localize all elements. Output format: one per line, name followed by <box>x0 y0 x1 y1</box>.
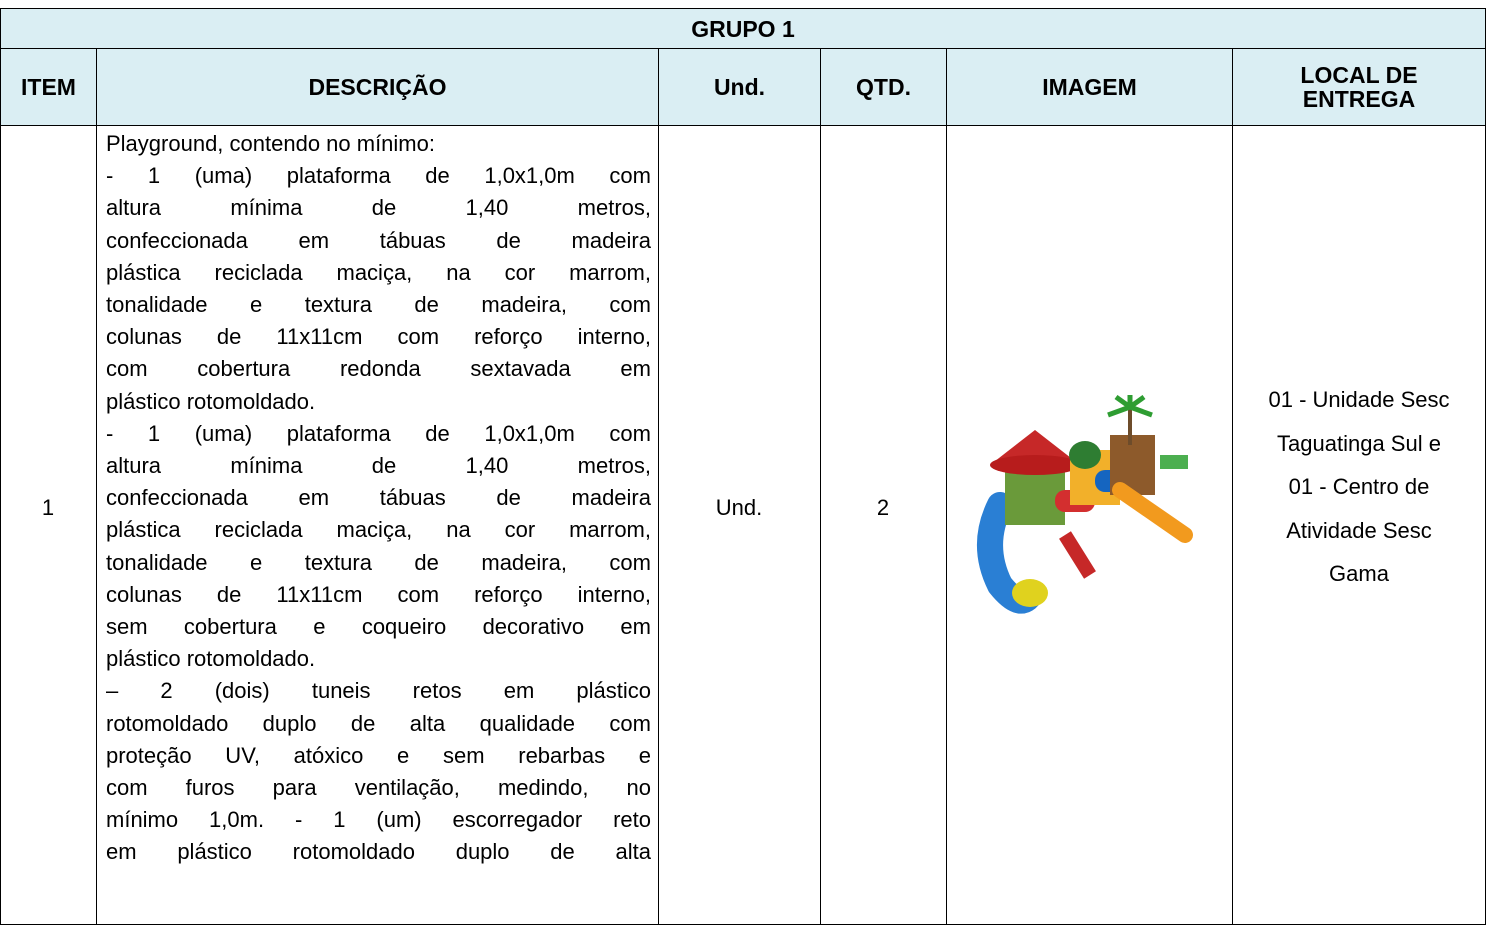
location-line: Gama <box>1329 561 1389 586</box>
description-line: altura mínima de 1,40 metros, <box>106 453 651 479</box>
header-cell: Und. <box>658 48 821 126</box>
description-line: confeccionada em tábuas de madeira <box>106 485 651 511</box>
description-line: proteção UV, atóxico e sem rebarbas e <box>106 742 651 768</box>
description-line: plástico rotomoldado. <box>106 646 316 672</box>
description-line: plástico rotomoldado. <box>106 388 316 414</box>
group-title: GRUPO 1 <box>0 8 1486 49</box>
unit: Und. <box>715 495 763 520</box>
description-line: Playground, contendo no mínimo: <box>106 131 435 156</box>
playground-image <box>977 395 1193 614</box>
body-cell <box>820 125 947 925</box>
delivery-location: 01 - Unidade Sesc Taguatinga Sul e 01 - Ce… <box>1232 378 1486 596</box>
header-cell: QTD. <box>820 48 947 126</box>
description-line: plástica reciclada maciça, na cor marrom… <box>106 259 651 285</box>
header-cell: ITEM <box>0 48 97 126</box>
description-line: plástica reciclada maciça, na cor marrom… <box>106 517 651 543</box>
description-line: colunas de 11x11cm com reforço interno, <box>106 324 651 350</box>
location-line: 01 - Centro de <box>1288 474 1430 499</box>
body-cell <box>658 125 821 925</box>
description-line: tonalidade e textura de madeira, com <box>106 549 651 575</box>
location-line: 01 - Unidade Sesc <box>1268 387 1450 412</box>
description-line: em plástico rotomoldado duplo de alta <box>106 839 651 865</box>
description: Playground, contendo no mínimo: - 1 (uma)… <box>106 128 651 869</box>
description-line: altura mínima de 1,40 metros, <box>106 195 651 221</box>
header-cell: IMAGEM <box>946 48 1233 126</box>
description-line: com cobertura redonda sextavada em <box>106 356 651 382</box>
item-number: 1 <box>41 495 55 520</box>
description-line: mínimo 1,0m. - 1 (um) escorregador reto <box>106 807 651 833</box>
body-cell <box>0 125 97 925</box>
description-line: colunas de 11x11cm com reforço interno, <box>106 581 651 607</box>
description-line: - 1 (uma) plataforma de 1,0x1,0m com <box>106 163 651 189</box>
description-line: sem cobertura e coqueiro decorativo em <box>106 614 651 640</box>
description-line: rotomoldado duplo de alta qualidade com <box>106 710 651 736</box>
location-line: Taguatinga Sul e <box>1277 430 1441 456</box>
location-line: Atividade Sesc <box>1286 517 1432 543</box>
page: {"table": { "group_title": "GRUPO 1", "h… <box>0 8 1486 925</box>
description-line: - 1 (uma) plataforma de 1,0x1,0m com <box>106 420 651 446</box>
header-cell: LOCAL DE ENTREGA <box>1232 48 1486 126</box>
description-line: com furos para ventilação, medindo, no <box>106 775 651 801</box>
description-line: – 2 (dois) tuneis retos em plástico <box>106 678 651 704</box>
description-line: confeccionada em tábuas de madeira <box>106 227 651 253</box>
quantity: 2 <box>876 495 890 520</box>
header-cell: DESCRIÇÃO <box>96 48 659 126</box>
description-line: tonalidade e textura de madeira, com <box>106 292 651 318</box>
